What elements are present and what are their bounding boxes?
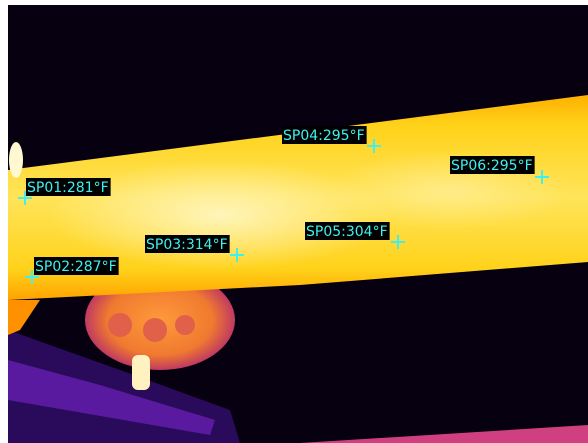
spot-marker: SP06:295°F — [450, 156, 549, 184]
spot-marker: SP05:304°F — [305, 222, 405, 249]
label-background — [145, 235, 230, 253]
spot-label: SP02:287°F — [35, 259, 117, 275]
label-background — [26, 178, 111, 196]
spot-label: SP03:314°F — [146, 237, 228, 253]
label-background — [450, 156, 535, 174]
spot-label: SP04:295°F — [283, 128, 365, 144]
spot-label: SP01:281°F — [27, 180, 109, 196]
label-background — [305, 222, 390, 240]
label-background — [34, 257, 119, 275]
spot-marker: SP03:314°F — [145, 235, 244, 262]
spot-marker: SP01:281°F — [18, 178, 111, 205]
spot-label: SP05:304°F — [306, 224, 388, 240]
label-background — [282, 126, 367, 144]
spot-label: SP06:295°F — [451, 158, 533, 174]
spot-marker: SP02:287°F — [25, 257, 119, 284]
spot-marker: SP04:295°F — [282, 126, 381, 153]
